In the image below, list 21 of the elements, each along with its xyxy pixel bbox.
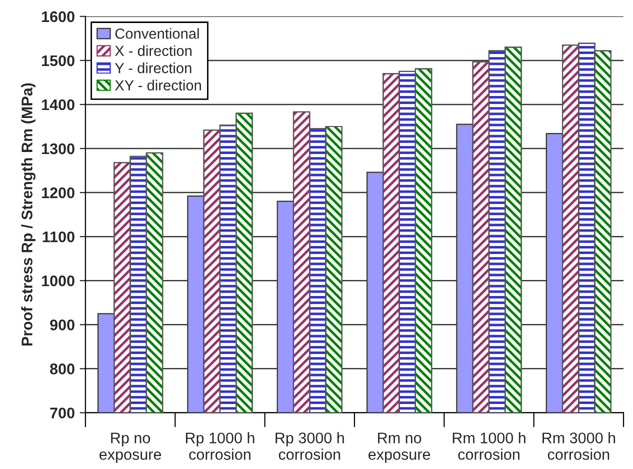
x-tick-label: Rp no exposure <box>100 432 162 463</box>
y-tick-label: 1600 <box>42 11 74 22</box>
y-tick-label: 1500 <box>42 55 74 66</box>
x-tick-label: Rm 3000 h corrosion <box>542 432 616 460</box>
y-tick-label: 1400 <box>42 99 74 110</box>
y-tick-label: 700 <box>50 408 74 418</box>
x-tick-label: Rm no exposure <box>368 432 430 463</box>
y-tick-label: 900 <box>50 320 74 330</box>
y-axis-title: Proof stress Rp / Strength Rm (MPa) <box>21 83 36 346</box>
legend-label: X - direction <box>114 45 192 56</box>
legend-label: Y - direction <box>114 62 192 74</box>
y-tick-label: 1300 <box>42 143 74 154</box>
legend-label: Conventional <box>115 28 199 39</box>
y-tick-label: 800 <box>50 364 74 374</box>
y-tick-label: 1100 <box>42 231 74 242</box>
x-tick-label: Rp 1000 h corrosion <box>186 432 254 460</box>
legend-label: XY - direction <box>114 80 201 91</box>
y-tick-label: 1000 <box>42 275 74 286</box>
y-tick-label: 1200 <box>42 187 74 198</box>
x-tick-label: Rp 3000 h corrosion <box>276 432 344 460</box>
x-tick-label: Rm 1000 h corrosion <box>452 432 526 460</box>
